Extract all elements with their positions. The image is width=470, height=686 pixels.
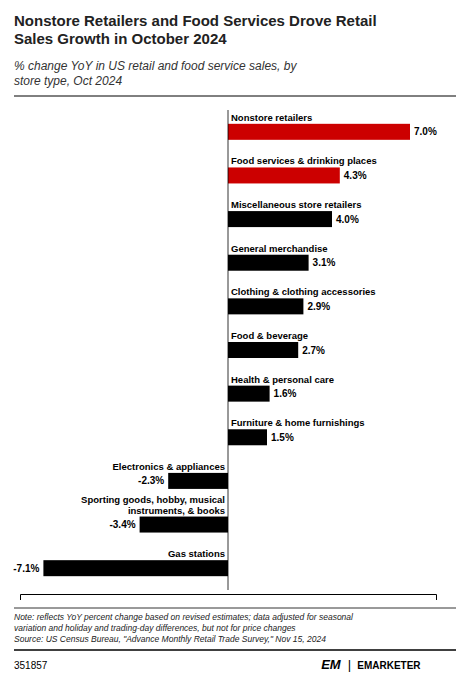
note-rule (14, 608, 456, 609)
value-label: -2.3% (138, 475, 164, 486)
category-label: Gas stations (168, 548, 225, 559)
category-label: Nonstore retailers (231, 112, 312, 123)
chart-id: 351857 (14, 660, 48, 671)
header-rule (14, 96, 456, 97)
value-label: 1.6% (274, 388, 297, 399)
text-line: General merchandise (231, 243, 328, 254)
note: Source: US Census Bureau, "Advance Month… (14, 634, 326, 644)
category-label: Miscellaneous store retailers (231, 199, 361, 210)
text-line: Miscellaneous store retailers (231, 199, 361, 210)
value-label: -7.1% (13, 563, 39, 574)
logo-text: EMARKETER (357, 660, 421, 671)
text-line: Sporting goods, hobby, musical (81, 494, 225, 505)
category-label: Food services & drinking places (231, 155, 377, 166)
value-label: 4.0% (336, 214, 359, 225)
value-label: 7.0% (414, 126, 437, 137)
value-labels: 7.0% 4.3% 4.0% 3.1% 2.9% 2.7% 1.6% 1.5% -2.3% -3.… (13, 126, 437, 573)
logo-separator: | (348, 657, 351, 672)
bar (228, 429, 267, 445)
text-line: Nonstore Retailers and Food Services Dro… (14, 12, 377, 29)
bar (43, 560, 228, 576)
text-line: Clothing & clothing accessories (231, 286, 376, 297)
bar (228, 298, 303, 314)
value-label: 1.5% (271, 432, 294, 443)
category-labels: Nonstore retailers Food services & drinki… (81, 112, 377, 559)
note: Note: reflects YoY percent change based … (14, 612, 354, 622)
bar (228, 167, 340, 183)
value-label: 2.7% (302, 345, 325, 356)
category-label: Furniture & home furnishings (231, 417, 365, 428)
value-label: -3.4% (109, 519, 135, 530)
notes: Note: reflects YoY percent change based … (14, 608, 456, 644)
subtitle: % change YoY in US retail and food servi… (14, 59, 297, 88)
category-label: Clothing & clothing accessories (231, 286, 376, 297)
text-line: store type, Oct 2024 (14, 74, 122, 88)
x-axis (21, 595, 437, 601)
bar (168, 473, 228, 489)
text-line: Nonstore retailers (231, 112, 312, 123)
x-axis-line (21, 595, 437, 601)
footer: 351857 EM | EMARKETER (14, 650, 456, 672)
title: Nonstore Retailers and Food Services Dro… (14, 12, 377, 47)
bar (228, 124, 410, 140)
bar (140, 517, 228, 533)
text-line: instruments, & books (128, 505, 225, 516)
text-line: Health & personal care (231, 374, 334, 385)
text-line: Food services & drinking places (231, 155, 377, 166)
category-label: General merchandise (231, 243, 328, 254)
text-line: Electronics & appliances (113, 461, 225, 472)
bar (228, 386, 270, 402)
bar (228, 211, 332, 227)
zero-line (228, 110, 229, 590)
header: Nonstore Retailers and Food Services Dro… (14, 12, 456, 96)
text-line: Furniture & home furnishings (231, 417, 365, 428)
text-line: % change YoY in US retail and food servi… (14, 59, 297, 73)
text-line: Gas stations (168, 548, 225, 559)
value-label: 4.3% (344, 170, 367, 181)
category-label: Sporting goods, hobby, musicalinstrument… (81, 494, 225, 516)
category-label: Electronics & appliances (113, 461, 225, 472)
logo-mark: EM (321, 657, 342, 672)
bar (228, 342, 298, 358)
text-line: Sales Growth in October 2024 (14, 30, 227, 47)
note: variation and holiday and trading-day di… (14, 623, 296, 633)
footer-rule (14, 649, 456, 651)
bar (228, 255, 309, 271)
value-label: 3.1% (313, 257, 336, 268)
value-label: 2.9% (307, 301, 330, 312)
category-label: Health & personal care (231, 374, 334, 385)
bars (43, 124, 410, 576)
category-label: Food & beverage (231, 330, 308, 341)
chart: Nonstore Retailers and Food Services Dro… (0, 0, 470, 686)
text-line: Food & beverage (231, 330, 308, 341)
